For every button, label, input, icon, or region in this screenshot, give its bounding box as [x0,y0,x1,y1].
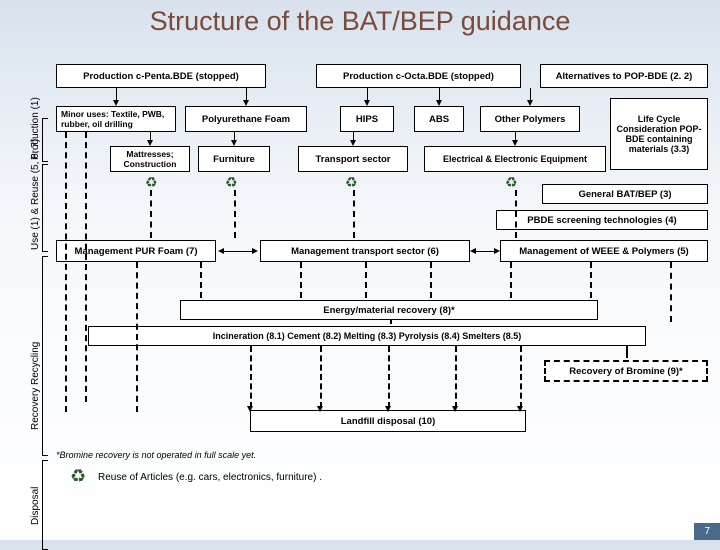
box-pbde-screen: PBDE screening technologies (4) [496,210,708,230]
box-mgmt-weee: Management of WEEE & Polymers (5) [500,240,708,262]
side-border-1 [42,118,48,162]
page-number-badge: 7 [694,523,720,540]
box-landfill: Landfill disposal (10) [250,410,526,432]
recycle-icon: ♻ [345,174,358,191]
box-poly-foam: Polyurethane Foam [185,106,307,132]
box-hips: HIPS [340,106,394,132]
box-eee: Electrical & Electronic Equipment [424,146,606,172]
recycle-icon: ♻ [70,466,86,487]
label-use-reuse: Use (1) & Reuse (5, 6, 7) [30,139,41,250]
box-life-cycle: Life Cycle Consideration POP-BDE contain… [610,98,708,170]
recycle-icon: ♻ [225,174,238,191]
footnote-bromine: *Bromine recovery is not operated in ful… [56,450,256,460]
box-mattress: Mattresses; Construction [110,146,190,172]
box-abs: ABS [414,106,464,132]
recycle-icon: ♻ [145,174,158,191]
side-border-2 [42,164,48,252]
box-furniture: Furniture [198,146,270,172]
footnote-reuse: Reuse of Articles (e.g. cars, electronic… [98,472,322,483]
box-prod-penta: Production c-Penta.BDE (stopped) [56,64,266,88]
box-general-bat: General BAT/BEP (3) [542,184,708,204]
box-energy-rec: Energy/material recovery (8)* [180,300,598,320]
box-bromine: Recovery of Bromine (9)* [544,360,708,382]
box-mgmt-pur: Management PUR Foam (7) [56,240,216,262]
side-border-4 [42,460,48,550]
side-border-3 [42,256,48,456]
box-prod-octa: Production c-Octa.BDE (stopped) [316,64,521,88]
box-other-poly: Other Polymers [480,106,580,132]
label-disposal: Disposal [30,487,41,525]
label-recovery: Recovery Recycling [30,342,41,430]
box-incineration: Incineration (8.1) Cement (8.2) Melting … [88,326,646,346]
box-transport: Transport sector [298,146,408,172]
box-mgmt-transport: Management transport sector (6) [260,240,470,262]
page-title: Structure of the BAT/BEP guidance [0,0,720,39]
diagram-content: Production c-Penta.BDE (stopped) Product… [50,58,714,536]
box-minor-uses: Minor uses: Textile, PWB, rubber, oil dr… [56,106,176,132]
recycle-icon: ♻ [505,174,518,191]
box-alt-pop: Alternatives to POP-BDE (2. 2) [540,64,708,88]
side-labels-group: Production (1) Use (1) & Reuse (5, 6, 7)… [0,60,44,490]
